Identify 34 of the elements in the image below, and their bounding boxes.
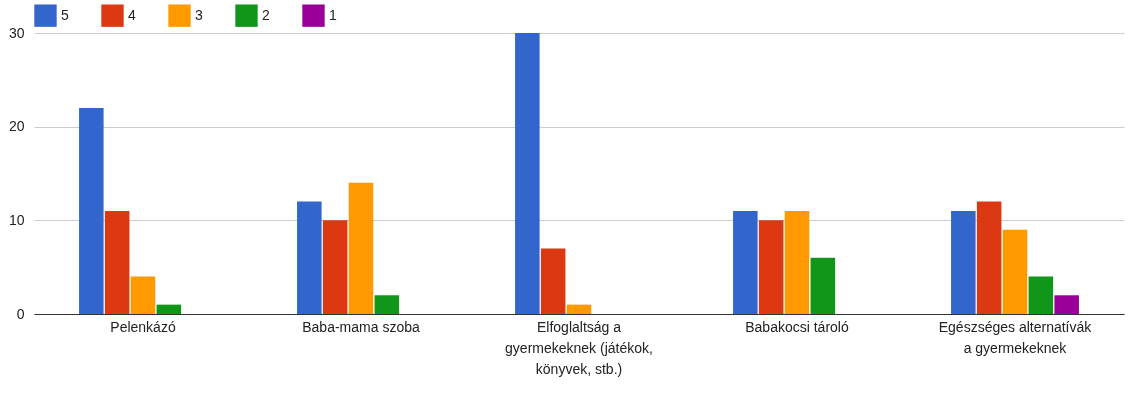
legend-label: 4 xyxy=(128,6,136,23)
bar xyxy=(1054,295,1079,314)
x-tick-label: Pelenkázó xyxy=(110,318,176,335)
bar xyxy=(810,257,836,314)
y-tick-label: 30 xyxy=(8,24,25,41)
bar xyxy=(1002,229,1028,314)
bar xyxy=(348,182,374,314)
y-tick-label: 10 xyxy=(8,211,25,228)
x-tick-label: Baba-mama szoba xyxy=(302,318,420,335)
bar xyxy=(515,33,540,314)
bar xyxy=(79,107,104,314)
bar xyxy=(976,201,1002,314)
bar xyxy=(130,276,156,314)
bar xyxy=(784,210,810,314)
legend-label: 5 xyxy=(61,6,69,23)
bar xyxy=(1028,276,1054,314)
bar xyxy=(156,304,182,314)
bar xyxy=(566,304,592,314)
bar xyxy=(951,210,976,314)
bar xyxy=(758,220,784,314)
bar xyxy=(297,201,322,314)
bar xyxy=(322,220,348,314)
y-tick-label: 0 xyxy=(16,305,25,322)
legend-label: 1 xyxy=(329,6,337,23)
legend-label: 3 xyxy=(195,6,203,23)
bar xyxy=(733,210,758,314)
x-tick-label: Babakocsi tároló xyxy=(745,318,849,335)
bar xyxy=(374,295,400,314)
y-tick-label: 20 xyxy=(8,118,25,135)
legend-label: 2 xyxy=(262,6,270,23)
bar xyxy=(104,210,130,314)
x-tick-label: Elfoglaltság a gyermekeknek (játékok, könyvek, stb.) xyxy=(505,318,653,377)
x-tick-label: Egészséges alternatívák a gyermekeknek xyxy=(938,318,1093,356)
bar xyxy=(540,248,566,314)
